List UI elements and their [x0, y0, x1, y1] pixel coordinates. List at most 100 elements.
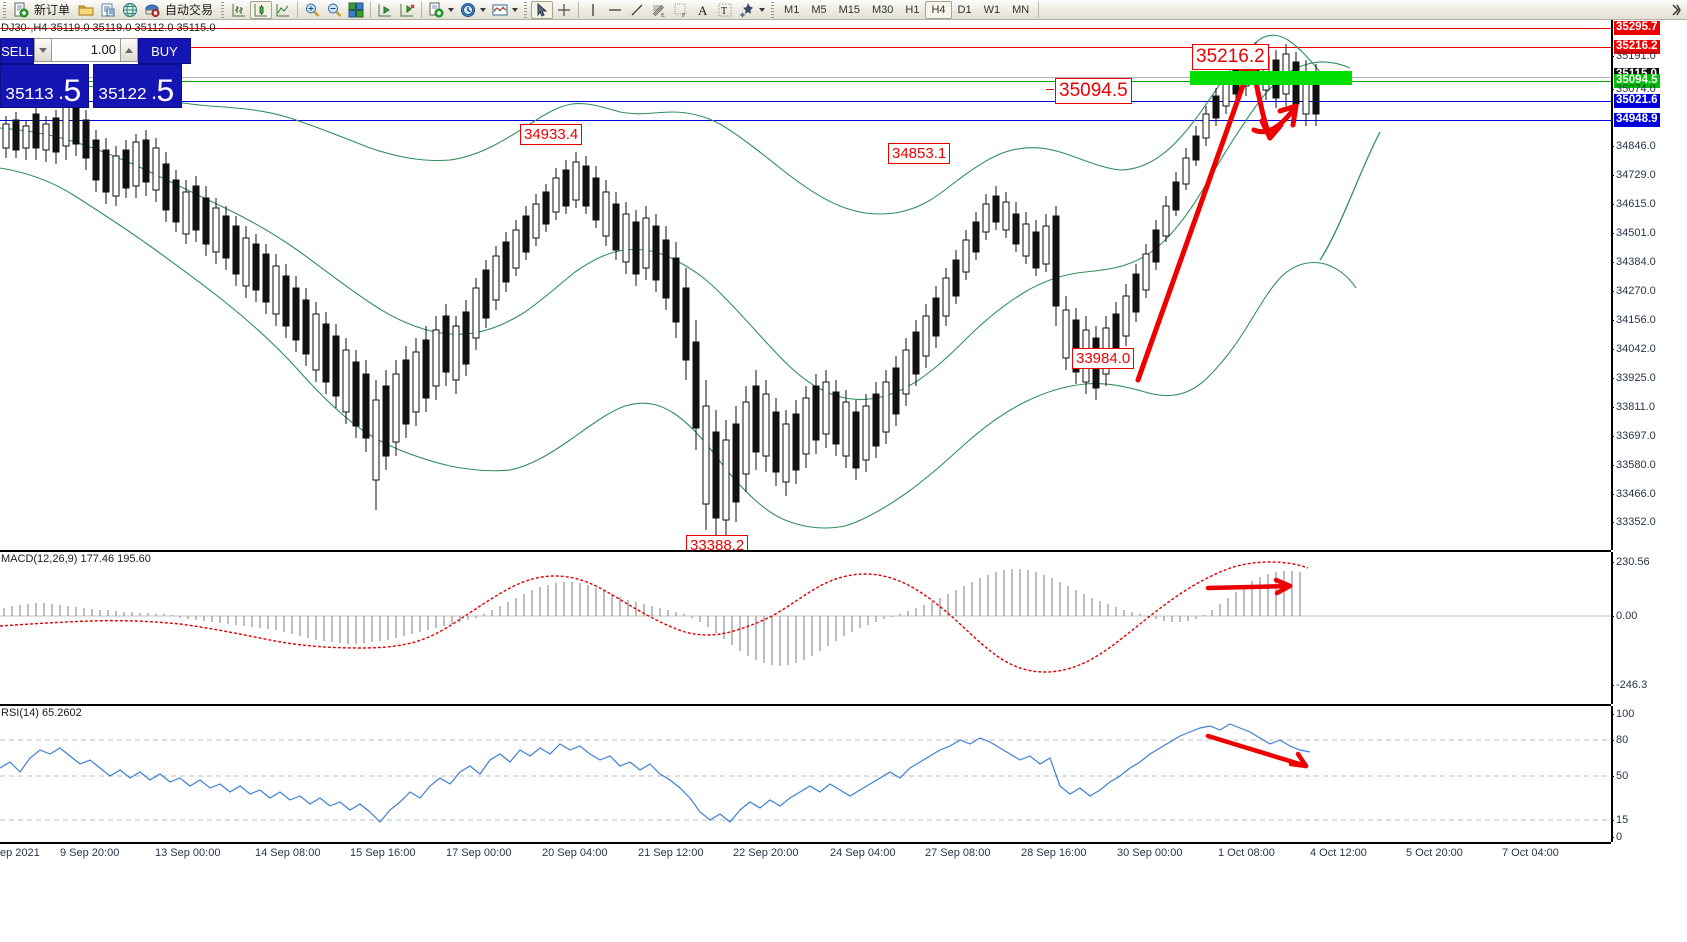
rsi-tick-80: 80: [1610, 734, 1629, 746]
price-tick-34156: 34156.0: [1611, 314, 1656, 326]
price-panel[interactable]: 35216.2 35094.5 34933.4 34853.1 33984.0 …: [0, 20, 1687, 550]
fibonacci-button[interactable]: E: [648, 1, 670, 19]
timeframe-h1[interactable]: H1: [905, 3, 920, 16]
timeframe-w1[interactable]: W1: [983, 3, 1001, 16]
sell-price-dot: .: [56, 86, 67, 105]
toolbar-separator-4: [578, 1, 580, 18]
indicators-caret-icon[interactable]: [448, 7, 455, 12]
svg-text:T: T: [721, 6, 727, 17]
timeframe-mn[interactable]: MN: [1012, 3, 1030, 16]
timeframe-h4[interactable]: H4: [925, 0, 952, 19]
chart-area[interactable]: 35216.2 35094.5 34933.4 34853.1 33984.0 …: [0, 20, 1687, 942]
annotation-33984[interactable]: 33984.0: [1072, 348, 1135, 369]
toolbar-grip-2[interactable]: [219, 1, 227, 18]
one-click-trading-panel[interactable]: SELL 1.00 BUY 35113 . 5 35122 .: [0, 38, 193, 113]
zoom-out-button[interactable]: [323, 1, 345, 19]
line-chart-button[interactable]: [272, 1, 294, 19]
rsi-tick-0: 0: [1610, 831, 1623, 843]
main-toolbar: 新订单: [0, 0, 1687, 20]
text-label-button[interactable]: T: [714, 1, 736, 19]
timeframe-m15[interactable]: M15: [838, 3, 860, 16]
annotation-35094[interactable]: 35094.5: [1055, 78, 1132, 104]
auto-scroll-button[interactable]: [396, 1, 418, 19]
macd-chart-svg: [0, 561, 1611, 673]
svg-text:E: E: [661, 13, 665, 18]
toolbar-grip-4[interactable]: [769, 1, 777, 18]
buy-button[interactable]: BUY: [138, 38, 191, 64]
print-preview-button[interactable]: [97, 1, 119, 19]
indicators-button[interactable]: [425, 1, 457, 19]
vertical-line-button[interactable]: [582, 1, 604, 19]
buy-price-fraction: 5: [155, 74, 175, 111]
autotrading-button[interactable]: 自动交易: [141, 1, 218, 19]
zoom-in-icon: [306, 3, 320, 17]
timeframe-d1[interactable]: D1: [957, 3, 972, 16]
macd-arrow: [1205, 583, 1293, 591]
period-button[interactable]: [457, 1, 489, 19]
tile-windows-button[interactable]: [345, 1, 367, 19]
timeframe-m5[interactable]: M5: [811, 3, 827, 16]
toolbar-grip-3[interactable]: [522, 1, 530, 18]
sell-button[interactable]: SELL: [0, 38, 34, 64]
annotation-34853[interactable]: 34853.1: [888, 143, 951, 164]
rsi-panel[interactable]: RSI(14) 65.2602 100 80 50 15 0: [0, 704, 1687, 843]
timeframe-m1[interactable]: M1: [784, 3, 800, 16]
auto-scroll-icon: [400, 3, 415, 16]
globe-button[interactable]: [119, 1, 141, 19]
macd-plot[interactable]: MACD(12,26,9) 177.46 195.60: [0, 552, 1611, 704]
time-tick-2: 13 Sep 00:00: [155, 847, 221, 859]
cursor-button[interactable]: [531, 0, 554, 19]
crosshair-button[interactable]: [553, 1, 575, 19]
time-axis[interactable]: ep 2021 9 Sep 20:00 13 Sep 00:00 14 Sep …: [0, 842, 1611, 862]
new-order-button[interactable]: 新订单: [10, 1, 75, 19]
price-y-axis[interactable]: 35295.7 35216.2 35191.0 35115.0 35094.5 …: [1611, 20, 1687, 550]
toolbar-grip[interactable]: [1, 1, 8, 18]
channel-button[interactable]: F: [670, 1, 692, 19]
trendline-button[interactable]: [626, 1, 648, 19]
toolbar-overflow-button[interactable]: [1665, 1, 1687, 19]
price-label-35295: 35295.7: [1614, 21, 1660, 35]
time-tick-3: 14 Sep 08:00: [255, 847, 321, 859]
folder-button[interactable]: [75, 1, 97, 19]
shapes-caret-icon[interactable]: [759, 7, 766, 12]
sell-price-integer: 35113: [5, 86, 54, 105]
shapes-button[interactable]: [736, 1, 768, 19]
templates-caret-icon[interactable]: [512, 7, 519, 12]
volume-decrease-button[interactable]: [34, 38, 52, 62]
price-label-34948: 34948.9: [1614, 113, 1660, 127]
zoom-in-button[interactable]: [301, 1, 323, 19]
horizontal-line-button[interactable]: [604, 1, 626, 19]
rsi-tick-50: 50: [1610, 770, 1629, 782]
rsi-plot[interactable]: RSI(14) 65.2602: [0, 706, 1611, 842]
sell-price-box[interactable]: 35113 . 5: [0, 64, 89, 111]
chart-shift-button[interactable]: [374, 1, 396, 19]
candlestick-chart-button[interactable]: [250, 0, 273, 19]
support-line-35094: [0, 81, 1611, 82]
price-tick-33580: 33580.0: [1611, 459, 1656, 471]
time-tick-10: 27 Sep 08:00: [925, 847, 991, 859]
macd-panel[interactable]: MACD(12,26,9) 177.46 195.60 230.56: [0, 550, 1687, 704]
annotation-34933[interactable]: 34933.4: [520, 124, 583, 145]
price-tick-34729: 34729.0: [1611, 169, 1656, 181]
price-tick-33811: 33811.0: [1611, 401, 1655, 413]
timeframe-m30[interactable]: M30: [872, 3, 894, 16]
rsi-y-axis[interactable]: 100 80 50 15 0: [1610, 706, 1687, 843]
templates-button[interactable]: [489, 1, 521, 19]
bar-chart-button[interactable]: [228, 1, 250, 19]
crosshair-icon: [558, 3, 571, 16]
volume-increase-button[interactable]: [120, 38, 138, 62]
up-trend-arrow: [1135, 57, 1255, 383]
macd-y-axis[interactable]: 230.56 0.00 -246.3: [1610, 552, 1687, 704]
buy-price-box[interactable]: 35122 . 5: [93, 64, 182, 111]
new-order-label: 新订单: [34, 3, 71, 17]
text-label-icon: T: [718, 3, 732, 17]
annotation-35216[interactable]: 35216.2: [1192, 44, 1269, 70]
text-button[interactable]: A: [692, 1, 714, 19]
period-caret-icon[interactable]: [480, 7, 487, 12]
annotation-33388[interactable]: 33388.2: [686, 535, 749, 550]
candle-group-4: [902, 126, 1200, 406]
macd-signal-line: [0, 561, 1309, 673]
volume-input[interactable]: 1.00: [52, 38, 120, 62]
price-plot[interactable]: 35216.2 35094.5 34933.4 34853.1 33984.0 …: [0, 20, 1611, 550]
price-tick-33466: 33466.0: [1611, 488, 1656, 500]
